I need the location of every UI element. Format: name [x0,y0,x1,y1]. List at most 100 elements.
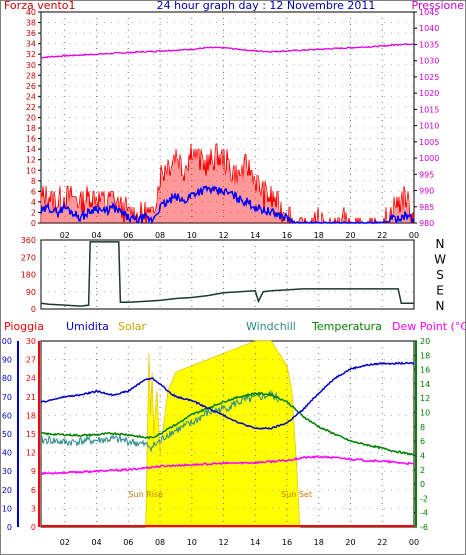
rain-tick-label: 21 [26,393,36,402]
rain-tick-label: 15 [26,430,36,439]
x-tick-label: 12 [218,538,228,547]
legend-label: Umidita [66,320,109,333]
temperature-tick-label: 20 [420,337,430,346]
wind-axis-title: Forza vento1 [4,0,76,12]
humidity-tick-label: 60 [2,411,12,420]
wind-tick-label: 28 [26,71,36,80]
direction-tick-label: 360 [21,236,36,245]
rain-tick-label: 0 [31,523,36,532]
direction-tick-label: 180 [21,271,36,280]
x-tick-label: 00 [409,231,419,240]
pressure-tick-label: 1030 [419,57,439,66]
compass-label: E [436,284,444,298]
x-tick-label: 18 [314,538,324,547]
rain-tick-label: 9 [31,467,36,476]
wind-speed-line [40,184,415,225]
wind-tick-label: 14 [26,145,36,154]
wind-direction-plot-area [40,239,415,310]
humidity-tick-label: 50 [2,430,12,439]
compass-label: N [436,237,445,251]
wind-tick-label: 2 [31,208,36,217]
x-tick-label: 00 [409,538,419,547]
direction-tick-label: 0 [31,305,36,314]
humidity-line [40,361,415,430]
x-tick-label: 06 [123,231,133,240]
pressure-tick-label: 1025 [419,73,439,82]
dewpoint-line [40,455,415,476]
humidity-tick-label: 100 [0,337,12,346]
x-tick-label: 06 [123,538,133,547]
wind-pressure-panel: 02 04 06 08 10 12 14 16 18 20 22 000246810121416182… [4,0,464,240]
rain-tick-label: 3 [31,504,36,513]
pressure-tick-label: 1045 [419,8,439,17]
compass-label: W [434,253,446,267]
pressure-tick-label: 990 [419,187,434,196]
compass-label: S [436,268,444,282]
pressure-tick-label: 1000 [419,154,439,163]
x-tick-label: 04 [91,231,101,240]
humidity-tick-label: 80 [2,374,12,383]
pressure-tick-label: 995 [419,170,434,179]
pressure-line [40,42,415,59]
temperature-tick-label: -4 [420,509,428,518]
solar-area-fill [145,340,301,528]
temperature-humidity-panel: 02 04 06 08 10 12 14 16 18 20 22 000102030405060708… [0,320,466,547]
wind-tick-label: 22 [26,103,36,112]
temperature-tick-label: -6 [420,523,428,532]
x-tick-label: 02 [60,231,70,240]
wind-pressure-series [40,42,415,225]
pressure-tick-label: 1005 [419,138,439,147]
compass-label: N [436,299,445,313]
wind-tick-label: 40 [26,8,36,17]
humidity-tick-label: 30 [2,467,12,476]
x-tick-label: 04 [91,538,101,547]
temperature-legend: Pioggia Umidita Solar Windchill Temperatura D… [4,320,466,499]
temperature-tick-label: 6 [420,437,425,446]
x-tick-label: 14 [250,538,260,547]
legend-label: Temperatura [311,320,382,333]
rain-tick-label: 30 [26,337,36,346]
temperature-tick-label: 10 [420,409,430,418]
wind-tick-label: 38 [26,19,36,28]
solar-area [145,340,301,528]
x-tick-label: 20 [345,538,355,547]
x-tick-label: 14 [250,231,260,240]
humidity-tick-label: 10 [2,504,12,513]
x-tick-label: 10 [187,231,197,240]
wind-tick-label: 34 [26,40,36,49]
humidity-tick-label: 70 [2,393,12,402]
rain-tick-label: 6 [31,486,36,495]
pressure-tick-label: 1015 [419,105,439,114]
x-tick-label: 02 [60,538,70,547]
x-tick-label: 12 [218,231,228,240]
humidity-tick-label: 90 [2,356,12,365]
wind-pressure-ticks: 02 04 06 08 10 12 14 16 18 20 22 000246810121416182… [26,8,440,240]
temperature-line [40,391,415,456]
temperature-ticks: 02 04 06 08 10 12 14 16 18 20 22 000102030405060708… [0,337,430,547]
wind-tick-label: 8 [31,177,36,186]
wind-tick-label: 30 [26,61,36,70]
humidity-tick-label: 20 [2,486,12,495]
rain-tick-label: 18 [26,411,36,420]
rain-tick-label: 24 [26,374,36,383]
temperature-tick-label: 2 [420,466,425,475]
wind-tick-label: 36 [26,29,36,38]
temperature-grid [41,341,414,527]
wind-tick-label: 32 [26,50,36,59]
x-tick-label: 20 [345,231,355,240]
temperature-tick-label: 12 [420,394,430,403]
temperature-tick-label: 4 [420,451,425,460]
wind-direction-series [40,241,414,307]
wind-tick-label: 0 [31,219,36,228]
x-tick-label: 16 [282,538,292,547]
wind-tick-label: 16 [26,135,36,144]
x-tick-label: 18 [314,231,324,240]
rain-tick-label: 12 [26,449,36,458]
temperature-tick-label: -2 [420,494,428,503]
wind-tick-label: 4 [31,198,36,207]
x-tick-label: 16 [282,231,292,240]
sun-set-label: Sun Set [281,490,312,499]
